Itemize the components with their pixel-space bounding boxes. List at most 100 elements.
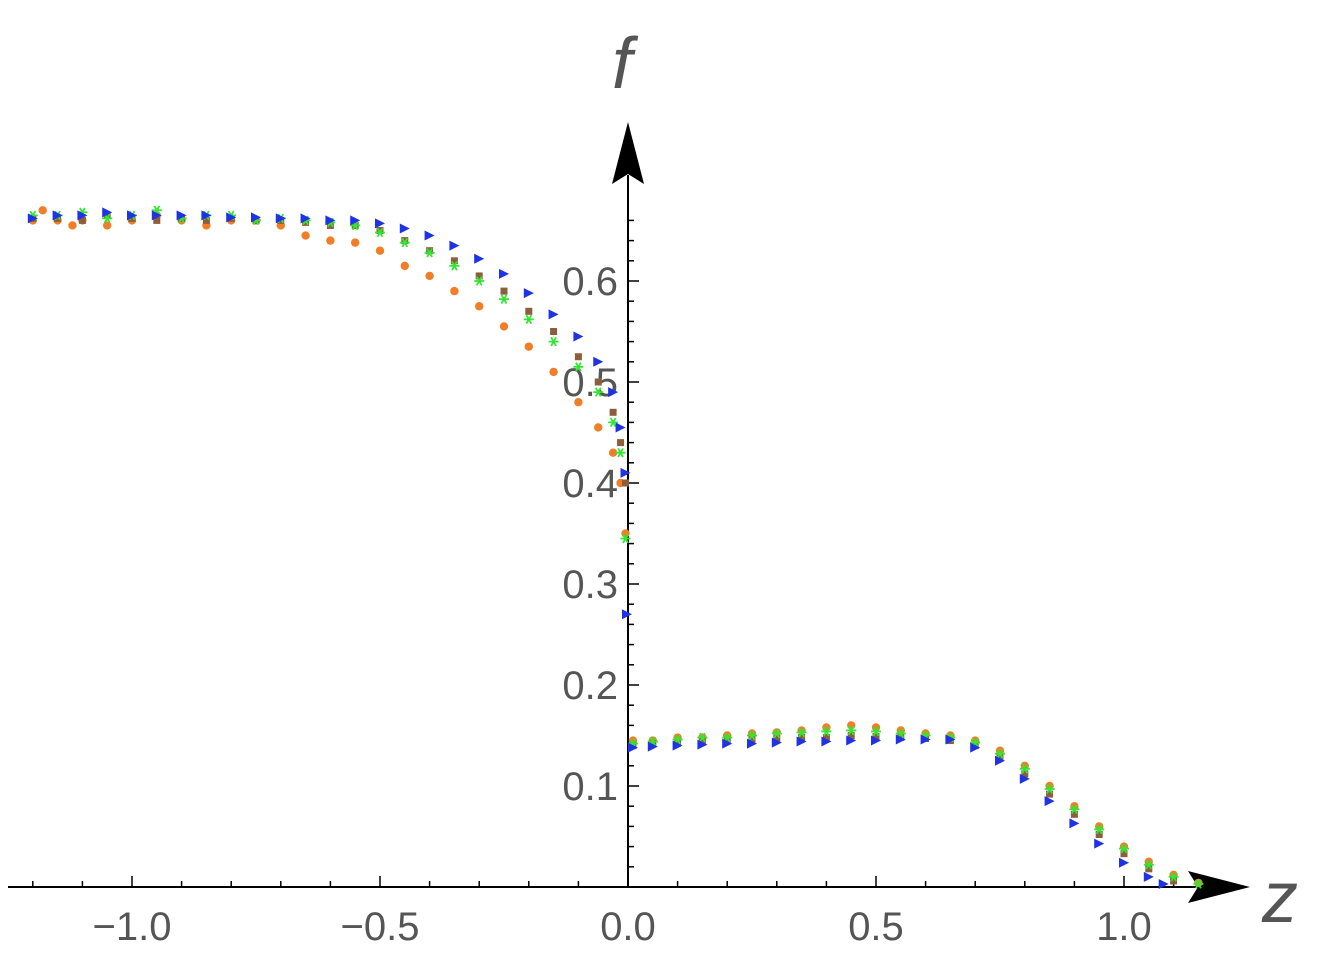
data-point bbox=[996, 754, 1004, 762]
data-point bbox=[620, 533, 631, 544]
data-point bbox=[1094, 824, 1105, 835]
data-point bbox=[1143, 871, 1154, 882]
data-point bbox=[697, 732, 708, 743]
data-point bbox=[1069, 818, 1080, 829]
data-point bbox=[1120, 850, 1128, 858]
data-point bbox=[302, 218, 310, 226]
data-point bbox=[153, 216, 161, 224]
data-point bbox=[325, 215, 336, 226]
data-point bbox=[399, 223, 410, 234]
data-point bbox=[425, 271, 434, 281]
data-point bbox=[103, 211, 111, 219]
data-point bbox=[1019, 764, 1030, 774]
data-point bbox=[722, 738, 733, 749]
data-point bbox=[548, 309, 559, 320]
data-point bbox=[499, 268, 509, 279]
data-point bbox=[326, 236, 335, 245]
data-point bbox=[647, 741, 658, 752]
data-point bbox=[523, 288, 534, 299]
data-point bbox=[127, 210, 137, 221]
x-tick-label: 1.0 bbox=[1096, 905, 1152, 949]
data-point bbox=[995, 755, 1005, 766]
data-point bbox=[1069, 804, 1080, 815]
data-point bbox=[609, 408, 617, 416]
data-point bbox=[375, 227, 385, 238]
y-axis-arrowhead bbox=[612, 122, 644, 184]
data-point bbox=[698, 738, 706, 746]
data-point bbox=[1046, 790, 1054, 798]
data-point bbox=[773, 735, 781, 743]
y-tick-label: 0.5 bbox=[562, 361, 618, 405]
data-point bbox=[426, 247, 434, 255]
data-point bbox=[1144, 857, 1154, 866]
data-point bbox=[1193, 879, 1204, 889]
data-point bbox=[54, 214, 62, 222]
data-point bbox=[608, 448, 618, 457]
data-point bbox=[375, 246, 385, 255]
data-point bbox=[275, 213, 286, 224]
data-point bbox=[450, 257, 458, 265]
data-point bbox=[1045, 781, 1054, 791]
data-point bbox=[1143, 859, 1154, 870]
data-point bbox=[550, 328, 558, 335]
data-point bbox=[27, 213, 38, 224]
data-point bbox=[796, 727, 807, 738]
data-point bbox=[475, 272, 483, 280]
data-point bbox=[1044, 784, 1055, 794]
data-point bbox=[525, 307, 533, 315]
data-point bbox=[771, 737, 782, 748]
data-point bbox=[1070, 802, 1079, 811]
ticks bbox=[32, 219, 1224, 887]
y-tick-label: 0.4 bbox=[562, 462, 618, 506]
data-point bbox=[846, 725, 857, 736]
data-point bbox=[475, 302, 484, 311]
data-point bbox=[995, 746, 1005, 755]
data-point bbox=[593, 356, 604, 367]
data-point bbox=[594, 378, 602, 386]
y-axis-label: f bbox=[612, 24, 639, 104]
data-point bbox=[821, 726, 832, 737]
data-point bbox=[995, 748, 1005, 759]
data-point bbox=[608, 417, 619, 428]
data-point bbox=[1095, 830, 1103, 838]
data-point bbox=[895, 734, 906, 745]
data-point bbox=[573, 331, 584, 342]
data-point bbox=[449, 240, 460, 251]
data-point bbox=[871, 735, 881, 746]
y-tick-label: 0.6 bbox=[562, 260, 618, 304]
data-point bbox=[697, 739, 708, 750]
data-point bbox=[747, 730, 757, 741]
data-point bbox=[574, 353, 582, 361]
data-point bbox=[1019, 773, 1030, 784]
data-point bbox=[573, 362, 584, 372]
data-point bbox=[821, 736, 832, 747]
data-point bbox=[176, 210, 187, 221]
data-point bbox=[301, 231, 310, 240]
data-point bbox=[798, 734, 806, 742]
data-point bbox=[1070, 810, 1078, 818]
data-point bbox=[622, 609, 633, 620]
data-point bbox=[523, 314, 534, 325]
data-point bbox=[649, 740, 657, 748]
data-point bbox=[622, 479, 630, 487]
data-point bbox=[399, 237, 410, 248]
data-point bbox=[896, 726, 905, 735]
data-point bbox=[38, 206, 47, 215]
data-point bbox=[400, 261, 409, 271]
data-point bbox=[1044, 796, 1055, 807]
data-point bbox=[621, 529, 630, 538]
data-point bbox=[401, 237, 409, 245]
data-point bbox=[970, 742, 981, 753]
data-point bbox=[796, 736, 807, 747]
data-point bbox=[103, 221, 112, 230]
x-tick-label: 0.5 bbox=[848, 905, 904, 949]
x-tick-label: −0.5 bbox=[341, 905, 420, 949]
data-point bbox=[52, 210, 63, 221]
data-point bbox=[615, 447, 626, 458]
data-point bbox=[920, 734, 931, 745]
data-point bbox=[747, 738, 757, 749]
x-axis-label: z bbox=[1261, 858, 1298, 938]
series-triangle-right bbox=[27, 207, 1169, 889]
data-point bbox=[608, 387, 619, 398]
data-point bbox=[1095, 822, 1104, 831]
